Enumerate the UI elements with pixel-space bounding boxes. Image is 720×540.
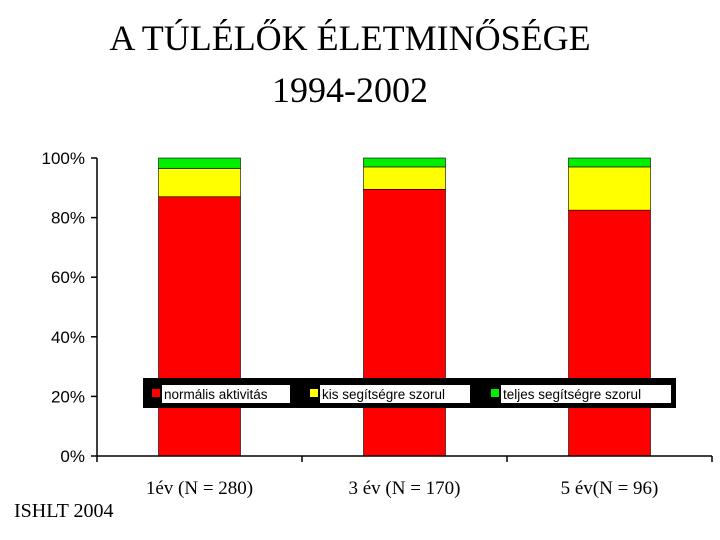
bar-segment	[568, 209, 651, 457]
bar-segment	[158, 168, 241, 198]
bar-segment	[363, 157, 446, 168]
y-tick-label: 100%	[42, 149, 85, 168]
bar-segment	[363, 166, 446, 190]
bar-segment	[568, 157, 651, 168]
legend-label-bg	[162, 385, 290, 403]
legend-label: kis segítségre szorul	[322, 387, 445, 402]
source-label: ISHLT 2004	[14, 500, 114, 522]
y-tick-label: 20%	[51, 387, 85, 406]
y-tick-label: 80%	[51, 209, 85, 228]
page-subtitle: 1994-2002	[272, 70, 428, 110]
y-tick-label: 60%	[51, 268, 85, 287]
x-tick-label: 5 év(N = 96)	[561, 478, 659, 499]
legend-swatch	[310, 389, 318, 397]
chart-legend: normális aktivitás kis segítségre szorul t…	[143, 378, 676, 408]
bar-segment	[363, 188, 446, 457]
legend-swatch	[491, 389, 499, 397]
legend-label-bg	[501, 385, 671, 403]
page-title: A TÚLÉLŐK ÉLETMINŐSÉGE	[109, 18, 591, 58]
legend-label: normális aktivitás	[164, 387, 268, 402]
legend-swatch	[152, 389, 160, 397]
y-tick-label: 0%	[60, 447, 85, 466]
x-tick-label: 3 év (N = 170)	[348, 478, 460, 499]
legend-label-bg	[320, 385, 470, 403]
x-tick-label: 1év (N = 280)	[146, 478, 253, 499]
legend-label: teljes segítségre szorul	[503, 387, 641, 402]
bar-segment	[568, 166, 651, 211]
bar-segment	[158, 196, 241, 457]
bar-segment	[158, 157, 241, 169]
y-tick-label: 40%	[51, 328, 85, 347]
